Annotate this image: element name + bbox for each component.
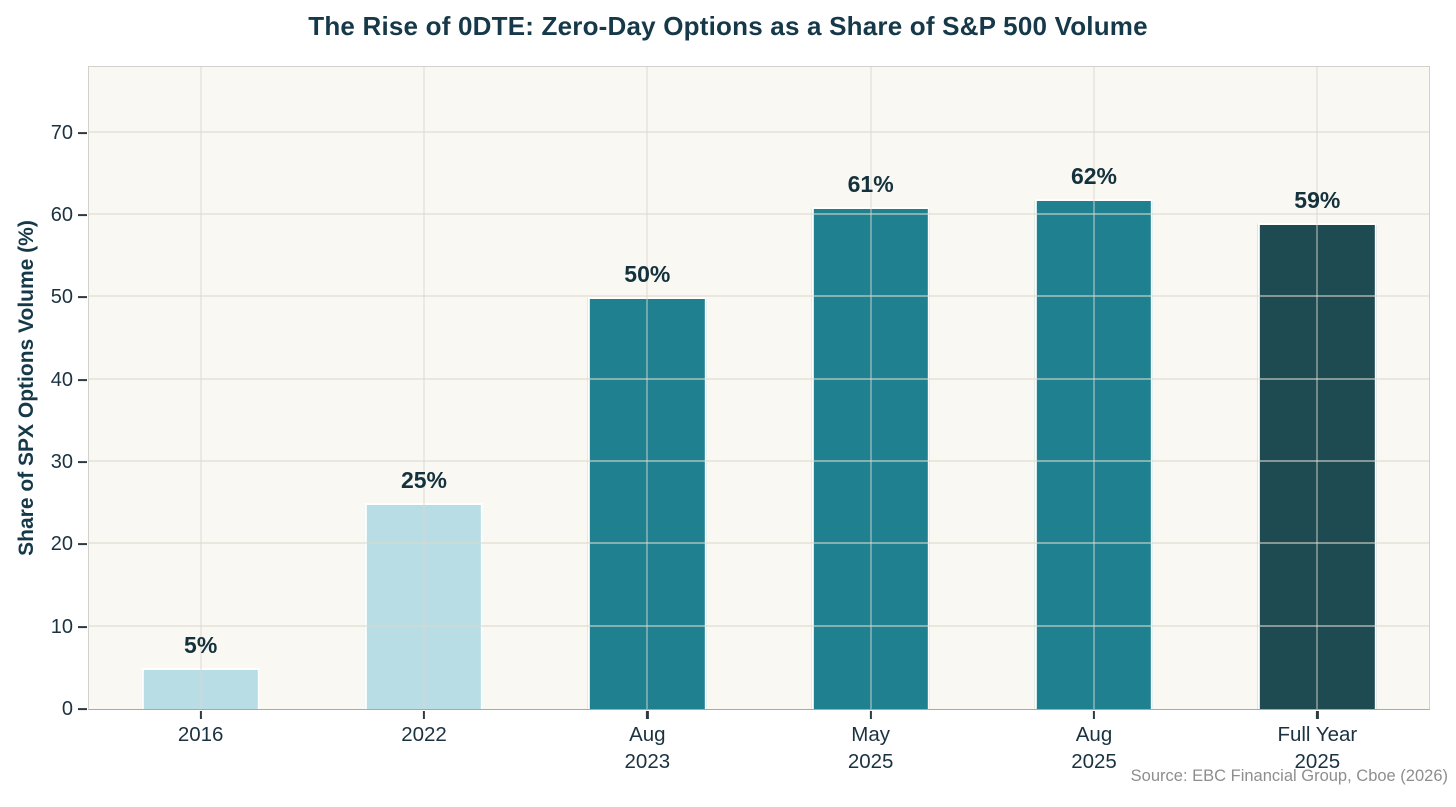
source-note: Source: EBC Financial Group, Cboe (2026)	[1130, 767, 1448, 785]
vertical-gridline	[646, 67, 649, 709]
x-tick-mark	[1316, 711, 1319, 719]
bar-column: 59%	[1206, 67, 1429, 709]
bar-column: 50%	[536, 67, 759, 709]
x-tick-label: 2022	[401, 723, 447, 746]
y-tick-label: 70	[50, 121, 73, 144]
y-tick-mark	[78, 460, 87, 464]
bar-column: 5%	[89, 67, 312, 709]
bar-value-label: 62%	[1070, 162, 1117, 189]
y-tick-mark	[78, 707, 87, 711]
y-tick-mark	[78, 378, 87, 381]
bar-value-label: 25%	[400, 467, 448, 494]
y-tick-label: 20	[50, 533, 73, 556]
bar	[588, 297, 707, 709]
y-tick-label: 30	[50, 451, 73, 474]
horizontal-gridline	[89, 377, 1429, 380]
horizontal-gridline	[89, 542, 1429, 545]
vertical-gridline	[423, 67, 425, 709]
x-tick-mark	[199, 711, 202, 719]
y-tick-label: 50	[50, 286, 73, 309]
horizontal-gridline	[89, 213, 1429, 216]
vertical-gridline	[869, 67, 872, 709]
x-tick-label: Aug 2023	[624, 723, 671, 774]
y-tick-label: 0	[61, 698, 73, 720]
bar-value-label: 50%	[624, 261, 671, 288]
bar	[364, 503, 484, 709]
y-tick-mark	[78, 543, 87, 546]
y-tick-mark	[78, 214, 87, 217]
x-tick-label: May 2025	[847, 723, 894, 774]
y-tick-mark	[78, 131, 87, 134]
horizontal-gridline	[89, 295, 1429, 298]
bar	[1258, 223, 1377, 709]
x-tick-mark	[1092, 711, 1096, 719]
x-tick-label: Aug 2025	[1071, 723, 1117, 774]
horizontal-gridline	[89, 624, 1429, 627]
x-tick-mark	[646, 711, 649, 719]
y-tick-label: 60	[50, 204, 73, 227]
vertical-gridline	[1316, 67, 1319, 709]
y-tick-mark	[78, 625, 87, 628]
vertical-gridline	[199, 67, 202, 709]
vertical-gridline	[1093, 67, 1095, 709]
y-axis-label: Share of SPX Options Volume (%)	[15, 220, 38, 556]
horizontal-gridline	[89, 130, 1429, 133]
y-tick-mark	[78, 296, 87, 299]
y-tick-label: 10	[50, 615, 73, 638]
x-tick-label: 2016	[177, 723, 224, 746]
bar-column: 25%	[312, 67, 535, 709]
bar-value-label: 61%	[847, 170, 894, 197]
plot-area: 5% 25% 50% 61% 62% 59% 2016 2022 Aug 2023 May 20…	[51, 66, 1430, 773]
bar-value-label: 5%	[184, 631, 218, 658]
bar	[141, 667, 260, 709]
bar	[1034, 198, 1154, 709]
y-tick-label: 40	[50, 368, 73, 391]
bar-column: 62%	[982, 67, 1205, 709]
horizontal-gridline	[89, 460, 1429, 463]
x-tick-mark	[869, 711, 872, 719]
chart-title: The Rise of 0DTE: Zero-Day Options as a …	[308, 11, 1148, 41]
bars-layer: 5% 25% 50% 61% 62% 59%	[89, 67, 1429, 709]
x-tick-mark	[422, 711, 426, 719]
bar-value-label: 59%	[1294, 187, 1341, 214]
x-tick-label: Full Year 2025	[1277, 723, 1358, 774]
